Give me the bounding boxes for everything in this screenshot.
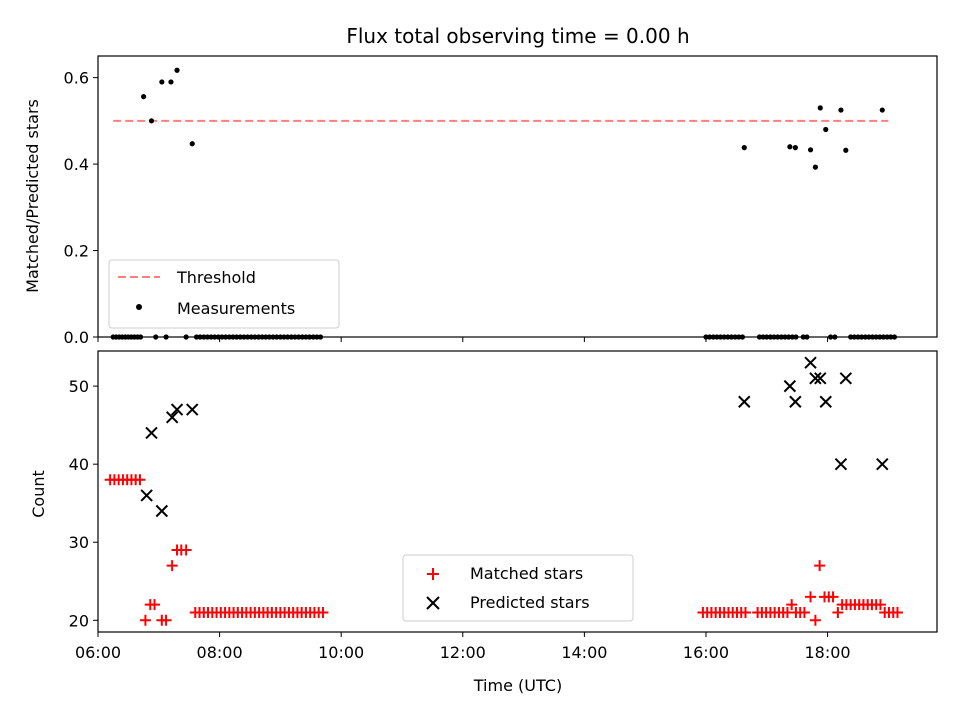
- measurement-point: [812, 164, 819, 170]
- ratio-legend-box: [108, 259, 340, 329]
- measurement-point: [843, 147, 849, 153]
- measurement-point: [792, 145, 798, 151]
- y-tick-label: 0.2: [64, 242, 89, 261]
- matched-star-marker: [166, 560, 178, 572]
- y-tick-label: 0.0: [64, 328, 89, 347]
- count-panel: 20 30 40 50 06:00 08:00 10:00 12:00 14:00 16:00 18…: [29, 350, 938, 695]
- measurement-point: [189, 141, 195, 147]
- y-tick-label: 30: [69, 533, 89, 552]
- predicted-star-marker: [814, 372, 827, 385]
- chart-title: Flux total observing time = 0.00 h: [346, 24, 689, 48]
- measurement-point: [787, 144, 793, 150]
- predicted-star-marker: [789, 395, 802, 408]
- measurement-point: [168, 79, 174, 85]
- measurement-point: [823, 126, 829, 133]
- predicted-star-marker: [186, 403, 199, 416]
- matched-star-marker: [832, 606, 844, 618]
- predicted-star-marker: [145, 426, 158, 440]
- measurement-point: [817, 105, 823, 111]
- y-tick-label: 20: [69, 611, 89, 630]
- y-tick-label: 0.6: [64, 69, 89, 88]
- matched-star-marker: [891, 606, 903, 618]
- measurement-point: [174, 67, 180, 73]
- matched-star-marker: [134, 474, 146, 486]
- measurement-point: [807, 147, 814, 153]
- measurement-point: [148, 118, 155, 124]
- x-axis-label: Time (UTC): [473, 676, 562, 695]
- x-tick-label: 08:00: [197, 643, 243, 662]
- matched-star-marker: [814, 560, 826, 572]
- matched-star-marker: [786, 599, 798, 611]
- matched-star-marker: [160, 614, 172, 626]
- ratio-y-axis-label: Matched/Predicted stars: [23, 99, 42, 293]
- x-tick-label: 12:00: [440, 643, 486, 662]
- matched-star-marker: [874, 599, 886, 611]
- y-tick-label: 50: [69, 377, 89, 396]
- matched-star-marker: [180, 544, 192, 556]
- measurement-point: [159, 79, 165, 85]
- measurement-point: [838, 107, 844, 113]
- count-legend: Matched stars Predicted stars: [402, 554, 634, 622]
- count-legend-box: [402, 554, 634, 622]
- predicted-star-marker: [140, 489, 153, 502]
- predicted-star-marker: [738, 395, 751, 408]
- ratio-legend: Threshold Measurements: [108, 259, 340, 329]
- measurement-point: [741, 145, 747, 151]
- predicted-star-marker: [165, 411, 179, 424]
- count-y-axis-label: Count: [29, 470, 48, 518]
- y-tick-label: 40: [69, 455, 89, 474]
- predicted-star-marker: [819, 395, 832, 408]
- measurement-point: [879, 107, 885, 113]
- x-tick-label: 14:00: [561, 643, 607, 662]
- legend-predicted-swatch: [426, 596, 440, 610]
- ratio-data-layer: [110, 67, 898, 340]
- matched-star-marker: [739, 606, 751, 618]
- x-tick-label: 10:00: [318, 643, 364, 662]
- matched-star-marker: [149, 599, 161, 611]
- predicted-star-marker: [783, 379, 797, 393]
- matched-star-marker: [809, 614, 821, 626]
- predicted-star-marker: [834, 457, 848, 471]
- matched-star-marker: [805, 591, 817, 603]
- ratio-panel-frame: [97, 55, 938, 338]
- legend-matched-label: Matched stars: [470, 564, 583, 583]
- legend-measurements-swatch: [136, 304, 142, 310]
- x-tick-label: 16:00: [683, 643, 729, 662]
- legend-predicted-label: Predicted stars: [470, 593, 590, 612]
- legend-matched-swatch: [427, 568, 439, 580]
- x-tick-label: 18:00: [805, 643, 851, 662]
- matched-star-marker: [827, 591, 839, 603]
- measurement-point: [140, 94, 147, 100]
- predicted-star-marker: [155, 504, 169, 518]
- x-tick-label: 06:00: [75, 643, 121, 662]
- predicted-star-marker: [804, 356, 817, 369]
- matched-star-marker: [139, 614, 151, 626]
- legend-measurements-label: Measurements: [177, 299, 295, 318]
- predicted-star-marker: [170, 403, 184, 416]
- matched-star-marker: [317, 606, 329, 618]
- legend-threshold-label: Threshold: [176, 268, 256, 287]
- ratio-axis-ticks: 0.0 0.2 0.4 0.6: [64, 69, 829, 347]
- ratio-panel: 0.0 0.2 0.4 0.6 Matched/Predicted stars Thr…: [23, 55, 938, 347]
- count-axis-ticks: 20 30 40 50 06:00 08:00 10:00 12:00 14:00 16:00 18…: [69, 377, 851, 662]
- predicted-star-marker: [839, 372, 853, 385]
- y-tick-label: 0.4: [64, 155, 89, 174]
- matched-star-marker: [798, 606, 810, 618]
- count-data-layer: [104, 356, 903, 626]
- predicted-star-marker: [809, 372, 822, 385]
- count-panel-frame: [97, 350, 938, 633]
- predicted-star-marker: [876, 457, 889, 471]
